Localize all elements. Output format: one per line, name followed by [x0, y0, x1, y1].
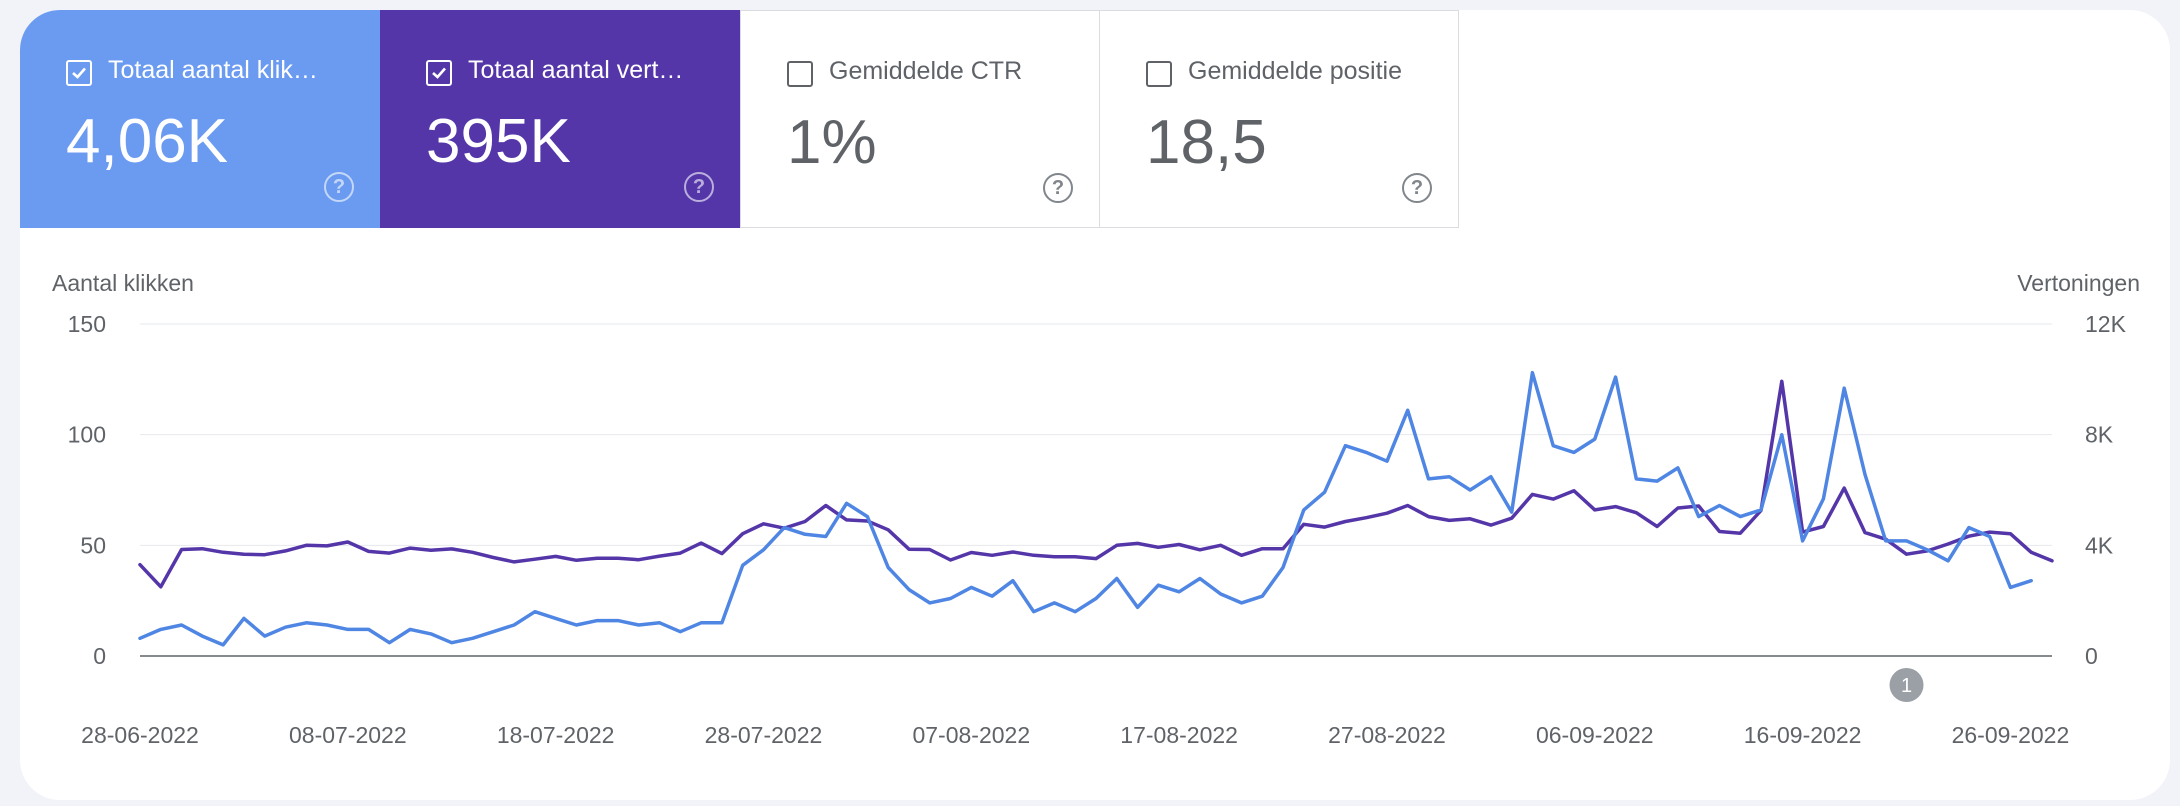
- metric-value: 4,06K: [66, 107, 229, 176]
- series-line-clicks: [138, 370, 2033, 647]
- performance-card: Totaal aantal klik… 4,06K ? Totaal aanta…: [20, 10, 2170, 800]
- y-left-tick-label: 0: [93, 643, 106, 669]
- y-left-tick-label: 50: [80, 532, 106, 558]
- help-icon[interactable]: ?: [684, 172, 714, 202]
- performance-chart: Aantal klikken Vertoningen 0 0 50 4K 100 8K 150 1…: [52, 270, 2140, 748]
- y-right-tick-label: 8K: [2085, 422, 2114, 448]
- help-icon[interactable]: ?: [324, 172, 354, 202]
- y-right-tick-label: 4K: [2085, 532, 2114, 558]
- x-tick-label: 06-09-2022: [1536, 722, 1654, 748]
- y-right-tick-label: 0: [2085, 643, 2098, 669]
- checkbox-unchecked-icon[interactable]: [1146, 61, 1172, 87]
- y-left-tick-label: 100: [68, 422, 106, 448]
- y-right-tick-label: 12K: [2085, 311, 2127, 337]
- x-tick-label: 26-09-2022: [1952, 722, 2070, 748]
- metric-tile-ctr[interactable]: Gemiddelde CTR 1% ?: [740, 10, 1100, 228]
- x-tick-label: 17-08-2022: [1120, 722, 1238, 748]
- y-axis-left-label: Aantal klikken: [52, 270, 194, 296]
- annotation-marker: [1889, 668, 1924, 702]
- metric-tile-impressions[interactable]: Totaal aantal vert… 395K ?: [380, 10, 740, 228]
- metric-value: 395K: [426, 107, 571, 176]
- annotation-label: 1: [1901, 675, 1912, 697]
- y-axis-right-label: Vertoningen: [2017, 270, 2140, 296]
- x-tick-label: 28-06-2022: [81, 722, 199, 748]
- help-icon[interactable]: ?: [1043, 173, 1073, 203]
- metric-tile-clicks[interactable]: Totaal aantal klik… 4,06K ?: [20, 10, 380, 228]
- checkbox-checked-icon[interactable]: [426, 60, 452, 86]
- checkbox-unchecked-icon[interactable]: [787, 61, 813, 87]
- x-tick-label: 27-08-2022: [1328, 722, 1446, 748]
- x-tick-label: 08-07-2022: [289, 722, 407, 748]
- metric-value: 18,5: [1146, 108, 1267, 177]
- y-left-tick-label: 150: [68, 311, 106, 337]
- x-tick-label: 28-07-2022: [705, 722, 823, 748]
- x-tick-label: 18-07-2022: [497, 722, 615, 748]
- x-tick-label: 16-09-2022: [1744, 722, 1862, 748]
- help-icon[interactable]: ?: [1402, 173, 1432, 203]
- checkbox-checked-icon[interactable]: [66, 60, 92, 86]
- series-line-impressions: [138, 379, 2054, 589]
- metric-tile-position[interactable]: Gemiddelde positie 18,5 ?: [1099, 10, 1459, 228]
- metric-value: 1%: [787, 108, 877, 177]
- x-tick-label: 07-08-2022: [912, 722, 1030, 748]
